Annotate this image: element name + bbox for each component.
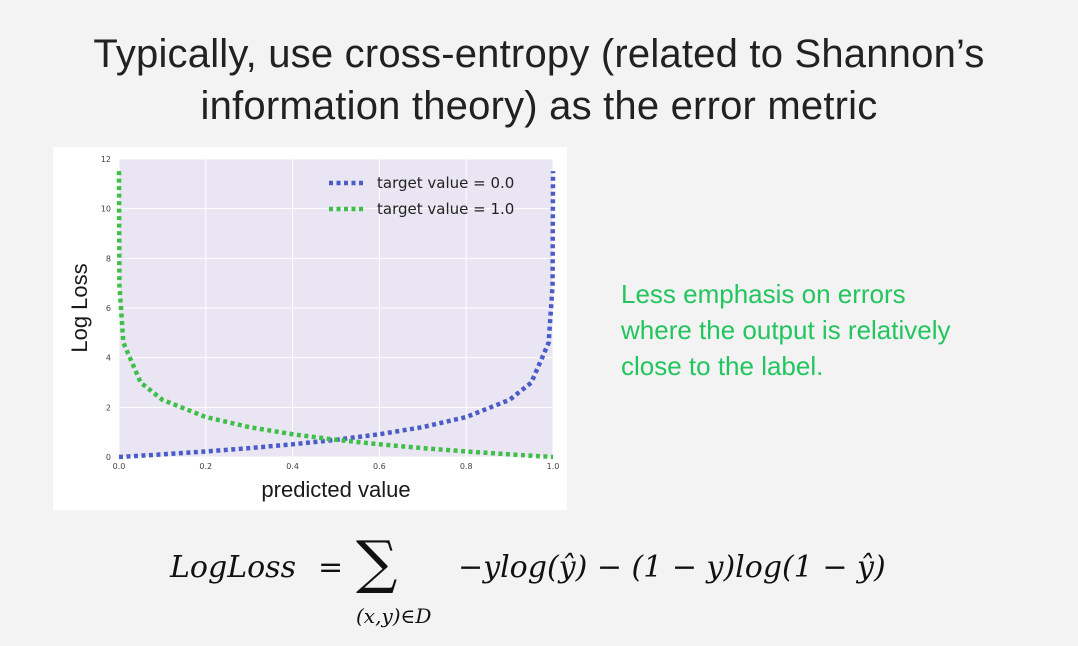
y-tick-label-0: 0 [106, 453, 111, 462]
slide-title-line-1: Typically, use cross-entropy (related to… [93, 32, 985, 76]
formula-sum-symbol: ∑ [356, 528, 398, 596]
y-tick-label-5: 10 [101, 205, 111, 214]
x-tick-label-2: 0.4 [286, 462, 299, 471]
legend-label-1: target value = 1.0 [377, 200, 514, 218]
annotation-text: Less emphasis on errors where the output… [621, 276, 1061, 384]
x-tick-label-4: 0.8 [460, 462, 473, 471]
y-tick-label-1: 2 [106, 403, 111, 412]
y-tick-label-4: 8 [106, 254, 111, 263]
annotation-line-3: close to the label. [621, 351, 824, 381]
annotation-line-2: where the output is relatively [621, 315, 951, 345]
x-tick-label-0: 0.0 [113, 462, 126, 471]
x-tick-label-3: 0.6 [373, 462, 386, 471]
series-line-1 [116, 171, 554, 460]
x-axis-label: predicted value [261, 477, 410, 502]
chart-svg: 0.0 0.2 0.4 0.6 0.8 1.0 0 2 4 6 8 10 12 predicted val… [67, 155, 560, 502]
series-line-0 [118, 171, 556, 460]
x-tick-label-5: 1.0 [547, 462, 560, 471]
y-tick-label-6: 12 [101, 155, 111, 164]
slide-title: Typically, use cross-entropy (related to… [0, 28, 1078, 132]
y-axis-label: Log Loss [67, 263, 92, 352]
y-tick-label-3: 6 [106, 304, 111, 313]
formula-sum-subscript: (x,y)∈D [356, 604, 432, 628]
formula-rhs: −ylog(ŷ) − (1 − y)log(1 − ŷ) [458, 550, 886, 585]
y-tick-label-2: 4 [106, 354, 111, 363]
x-tick-label-1: 0.2 [199, 462, 212, 471]
slide-title-line-2: information theory) as the error metric [200, 84, 878, 128]
formula-equals: = [318, 550, 344, 585]
formula-lhs: LogLoss [170, 550, 296, 585]
annotation-line-1: Less emphasis on errors [621, 279, 906, 309]
legend-label-0: target value = 0.0 [377, 174, 514, 192]
log-loss-formula: LogLoss = ∑ (x,y)∈D −ylog(ŷ) − (1 − y)lo… [0, 532, 1078, 636]
log-loss-chart: 0.0 0.2 0.4 0.6 0.8 1.0 0 2 4 6 8 10 12 predicted val… [53, 147, 567, 510]
